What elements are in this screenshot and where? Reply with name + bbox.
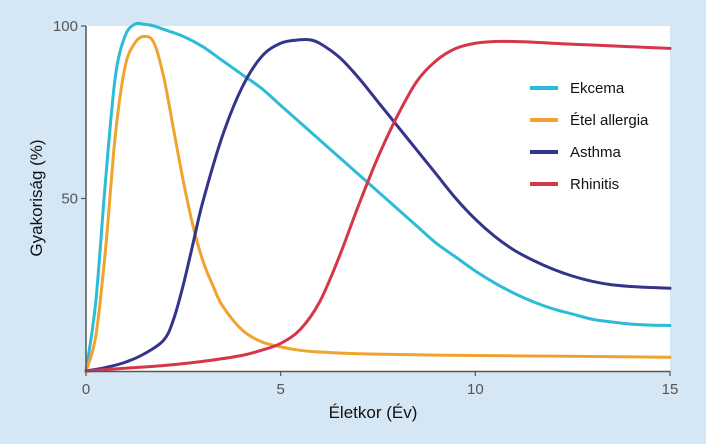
x-tick-label: 15 <box>662 381 679 398</box>
legend-label: Étel allergia <box>570 112 649 129</box>
y-ticks: 50 100 <box>53 18 86 208</box>
series-line-rhinitis <box>84 39 672 373</box>
x-tick-label: 5 <box>276 381 284 398</box>
y-tick-label: 50 <box>61 191 78 208</box>
legend-label: Ekcema <box>570 80 625 97</box>
series-line-asthma <box>84 37 672 373</box>
x-tick-label: 10 <box>467 381 484 398</box>
legend: Ekcema Étel allergia Asthma Rhinitis <box>530 80 649 193</box>
y-axis-title: Gyakoriság (%) <box>27 139 46 256</box>
legend-label: Rhinitis <box>570 176 619 193</box>
x-axis-title: Életkor (Év) <box>329 403 418 422</box>
series-layer <box>84 21 672 373</box>
legend-label: Asthma <box>570 144 622 161</box>
x-ticks: 0 5 10 15 <box>82 371 679 398</box>
y-tick-label: 100 <box>53 18 78 35</box>
series-line-ekcema <box>84 21 672 373</box>
x-tick-label: 0 <box>82 381 90 398</box>
series-line-etel-allergia <box>84 34 672 373</box>
